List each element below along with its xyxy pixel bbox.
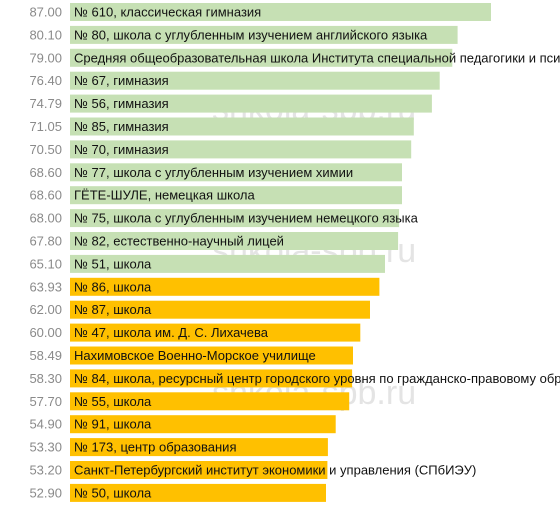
value-label: 62.00 [29, 302, 62, 317]
category-label: № 84, школа, ресурсный центр городского … [74, 371, 560, 386]
bar [70, 186, 402, 205]
value-label: 74.79 [29, 96, 62, 111]
value-label: 76.40 [29, 73, 62, 88]
value-label: 68.60 [29, 188, 62, 203]
value-label: 52.90 [29, 485, 62, 500]
bar [70, 277, 380, 296]
category-label: № 85, гимназия [74, 119, 169, 134]
category-label: № 173, центр образования [74, 440, 236, 455]
bar [70, 483, 326, 502]
bar [70, 369, 353, 388]
bar [70, 94, 432, 113]
value-label: 58.49 [29, 348, 62, 363]
value-label: 60.00 [29, 325, 62, 340]
bar [70, 323, 361, 342]
bar [70, 140, 412, 159]
category-label: № 51, школа [74, 256, 152, 271]
bar [70, 25, 458, 44]
value-label: 68.60 [29, 165, 62, 180]
value-label: 58.30 [29, 371, 62, 386]
category-label: № 47, школа им. Д. С. Лихачева [74, 325, 269, 340]
value-label: 65.10 [29, 256, 62, 271]
category-label: ГЁТЕ-ШУЛЕ, немецкая школа [74, 188, 255, 203]
category-label: № 80, школа с углубленным изучением англ… [74, 27, 428, 42]
value-label: 80.10 [29, 27, 62, 42]
value-label: 71.05 [29, 119, 62, 134]
value-label: 63.93 [29, 279, 62, 294]
bar [70, 232, 399, 250]
category-label: № 86, школа [74, 279, 152, 294]
bar [70, 300, 370, 319]
category-label: № 67, гимназия [74, 73, 169, 88]
category-label: № 50, школа [74, 485, 152, 500]
category-label: Средняя общеобразовательная школа Инстит… [74, 50, 560, 65]
bar [70, 254, 385, 273]
bar [70, 48, 453, 67]
value-label: 68.00 [29, 211, 62, 226]
category-label: № 70, гимназия [74, 142, 169, 157]
category-label: № 82, естественно-научный лицей [74, 234, 284, 249]
category-label: № 87, школа [74, 302, 152, 317]
value-label: 70.50 [29, 142, 62, 157]
bar [70, 209, 400, 228]
bar [70, 71, 440, 90]
category-label: № 55, школа [74, 394, 152, 409]
category-label: № 77, школа с углубленным изучением хими… [74, 165, 353, 180]
bar [70, 415, 336, 434]
bar [70, 3, 491, 21]
value-label: 54.90 [29, 417, 62, 432]
value-label: 87.00 [29, 5, 62, 20]
bar [70, 346, 353, 365]
bar [70, 163, 402, 182]
bar [70, 461, 328, 479]
value-labels: 87.00 80.10 79.00 76.40 74.79 71.05 70.50 68.60… [29, 5, 62, 501]
value-label: 79.00 [29, 50, 62, 65]
category-label: Санкт-Петербургский институт экономики и… [74, 463, 476, 478]
bars [70, 3, 491, 502]
bar [70, 392, 350, 411]
bar [70, 438, 328, 457]
bar [70, 117, 414, 136]
category-label: № 91, школа [74, 417, 152, 432]
value-label: 67.80 [29, 234, 62, 249]
value-label: 53.30 [29, 440, 62, 455]
category-label: № 75, школа с углубленным изучением неме… [74, 211, 419, 226]
value-label: 53.20 [29, 463, 62, 478]
category-label: Нахимовское Военно-Морское училище [74, 348, 316, 363]
category-label: № 610, классическая гимназия [74, 5, 261, 20]
value-label: 57.70 [29, 394, 62, 409]
category-label: № 56, гимназия [74, 96, 169, 111]
category-labels: № 610, классическая гимназия № 80, школа … [74, 5, 560, 501]
